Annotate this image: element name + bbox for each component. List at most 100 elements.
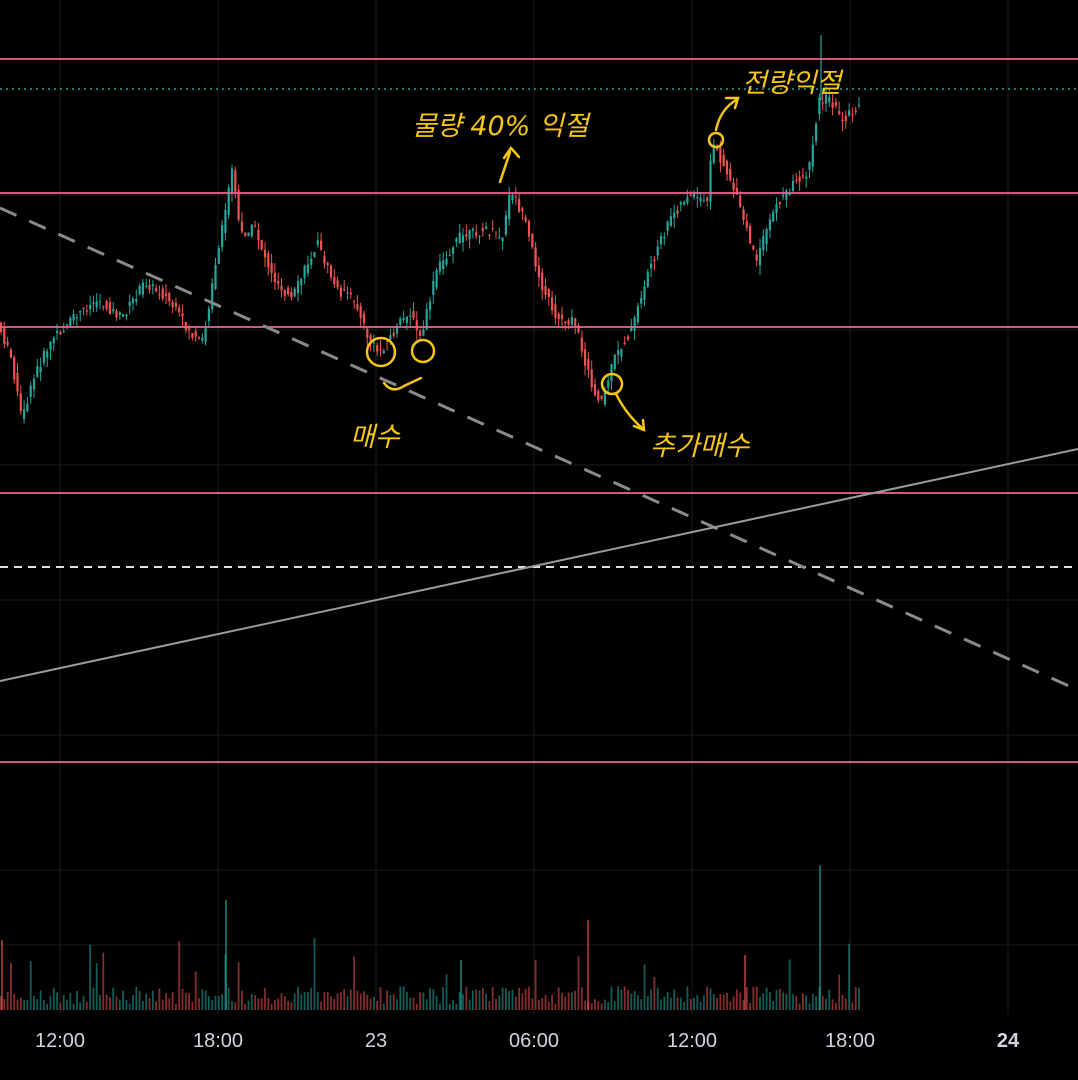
volume-bar (0, 996, 2, 1010)
candle-body (125, 314, 128, 317)
volume-bar (765, 987, 768, 1010)
volume-bar (165, 992, 167, 1010)
candle-body (630, 327, 633, 332)
candle-body (230, 168, 234, 194)
volume-bar (841, 994, 844, 1010)
drawing-lines[interactable] (0, 58, 1078, 763)
volume-bar (511, 989, 514, 1010)
candle-body (39, 366, 42, 373)
candle-body (481, 228, 484, 232)
volume-bar (260, 998, 263, 1010)
volume-bar (76, 991, 78, 1010)
candle-body (32, 378, 36, 390)
candle-body (211, 283, 214, 310)
candle-body (13, 357, 16, 380)
volume-bar (805, 995, 808, 1010)
volume-bar (821, 995, 824, 1010)
volume-bar (472, 990, 474, 1010)
candle-body (745, 221, 748, 228)
candle-body (666, 221, 669, 231)
volume-bar (297, 986, 299, 1010)
candle-body (339, 287, 342, 297)
candle-body (795, 179, 798, 181)
volume-bar (514, 996, 517, 1010)
volume-bar (145, 993, 148, 1010)
volume-bar (653, 977, 656, 1010)
candle-body (23, 409, 26, 419)
candle-body (194, 331, 197, 337)
volume-bar (660, 999, 662, 1010)
volume-bar (336, 993, 339, 1010)
volume-bar (656, 988, 659, 1010)
ascending-trendline[interactable] (0, 448, 1078, 682)
candle-body (207, 308, 210, 322)
candle-body (85, 310, 88, 312)
volume-bar (277, 998, 280, 1010)
candle-body (56, 331, 59, 334)
candle-body (692, 193, 696, 198)
volume-bar (99, 994, 101, 1010)
candle-body (158, 294, 161, 296)
candle-body (326, 262, 329, 266)
candle-body (791, 180, 795, 192)
candle-body (164, 293, 168, 296)
candle-body (838, 110, 841, 115)
candle-body (188, 327, 191, 330)
candle-body (333, 276, 336, 285)
candle-body (541, 272, 544, 291)
candle-body (435, 270, 438, 288)
candle-body (320, 240, 323, 250)
candle-body (425, 309, 428, 330)
candle-body (161, 288, 164, 299)
candle-body (593, 384, 597, 396)
volume-bar (69, 992, 72, 1010)
candle-body (65, 324, 69, 326)
candle-body (234, 170, 237, 192)
candle-body (735, 187, 738, 195)
volume-bar (204, 990, 207, 1010)
candle-body (504, 215, 507, 235)
candle-body (353, 300, 356, 302)
volume-bar (501, 987, 504, 1010)
candle-body (296, 281, 300, 294)
candle-body (643, 286, 646, 300)
candle-body (105, 301, 108, 309)
volume-bar (610, 986, 613, 1010)
volume-bar (92, 987, 95, 1010)
candle-body (485, 226, 488, 230)
volume-bar (231, 1000, 233, 1010)
volume-bar (425, 999, 428, 1010)
volume-spike (460, 960, 462, 1010)
volume-bar (600, 1003, 603, 1010)
volume-bar (571, 992, 573, 1010)
volume-bar (719, 994, 722, 1010)
candle-body (336, 280, 339, 288)
buy-circle-1 (365, 336, 397, 368)
volume-bar (458, 991, 461, 1010)
candle-body (534, 247, 537, 267)
candle-body (494, 231, 498, 233)
candle-body (128, 301, 131, 306)
x-tick-label: 12:00 (667, 1030, 717, 1052)
volume-bar (402, 986, 405, 1010)
descending-trendline[interactable] (0, 206, 1078, 692)
candle-body (527, 220, 531, 237)
volume-bar (19, 997, 22, 1010)
candle-body (346, 292, 349, 294)
volume-bar (755, 986, 758, 1010)
candle-body (98, 301, 102, 303)
volume-bar (709, 988, 712, 1010)
volume-bar (168, 998, 171, 1010)
volume-bar (396, 999, 398, 1010)
volume-bar (128, 1003, 131, 1010)
candle-body (19, 393, 22, 412)
candle-body (412, 310, 415, 319)
volume-bar (171, 992, 174, 1010)
candle-body (772, 211, 775, 222)
volume-bar (666, 992, 669, 1010)
candle-body (366, 328, 369, 338)
buy-check-mark (382, 376, 423, 391)
volume-bar (175, 1003, 177, 1010)
candle-body (141, 282, 144, 295)
